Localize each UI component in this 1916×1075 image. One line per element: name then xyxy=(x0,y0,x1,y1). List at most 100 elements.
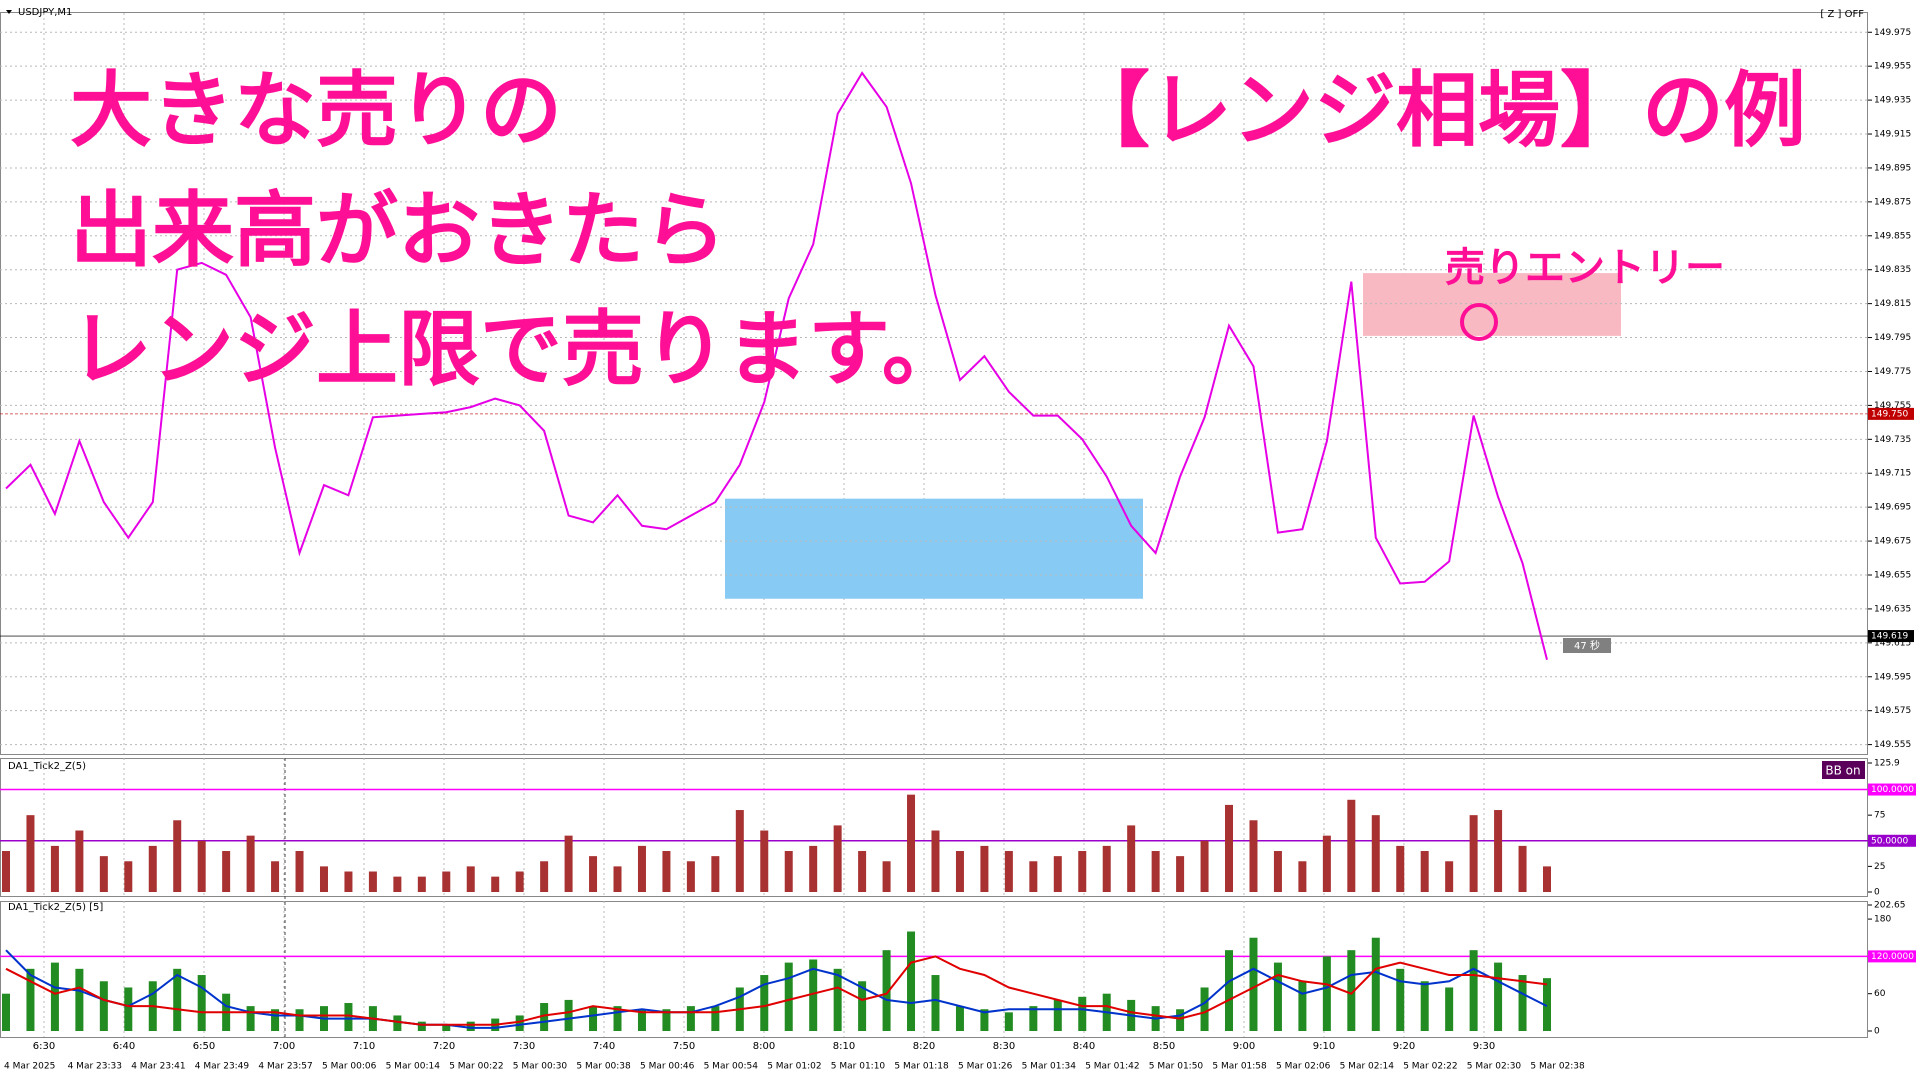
date-label: 5 Mar 00:54 xyxy=(704,1062,759,1072)
volume-bar xyxy=(784,851,793,892)
volume-bar xyxy=(246,1006,255,1031)
volume-bar xyxy=(197,840,206,892)
volume-bar xyxy=(564,835,573,892)
volume-bar xyxy=(907,931,916,1031)
volume-bar xyxy=(1322,835,1331,892)
volume-bar xyxy=(760,975,769,1031)
time-label: 8:40 xyxy=(1073,1041,1095,1052)
volume-bar xyxy=(26,815,35,892)
volume-bar xyxy=(1445,861,1454,892)
badge[interactable]: BB on xyxy=(1825,764,1860,778)
volume-bar xyxy=(1200,987,1209,1031)
sub-title-2: DA1_Tick2_Z(5) [5] xyxy=(8,902,103,913)
volume-bar xyxy=(1225,950,1234,1031)
volume-bar xyxy=(613,866,622,892)
price-label-bg xyxy=(1868,407,1914,420)
volume-bar xyxy=(1420,981,1429,1031)
level-label-bg xyxy=(1868,834,1916,847)
time-label: 8:00 xyxy=(753,1041,775,1052)
volume-bar xyxy=(833,825,842,892)
volume-bar xyxy=(735,810,744,892)
y-tick-label: 149.695 xyxy=(1874,503,1911,513)
volume-bar xyxy=(2,993,10,1031)
countdown-bg xyxy=(1563,638,1611,653)
volume-bar xyxy=(1518,845,1527,892)
y-tick-label: 149.915 xyxy=(1874,130,1911,140)
countdown: 47 秒 xyxy=(1574,639,1600,652)
volume-bar xyxy=(295,1009,304,1031)
date-label: 5 Mar 00:38 xyxy=(576,1062,631,1072)
date-label: 5 Mar 02:06 xyxy=(1276,1062,1331,1072)
date-label: 4 Mar 2025 xyxy=(4,1062,55,1072)
sub-frame-1 xyxy=(0,758,1868,897)
volume-bar xyxy=(540,1003,549,1031)
volume-bar xyxy=(907,794,916,892)
badge-bg[interactable] xyxy=(1822,761,1865,779)
menu-arrow[interactable] xyxy=(6,10,12,14)
y-tick-label: 149.615 xyxy=(1874,638,1911,648)
volume-bar xyxy=(75,968,84,1031)
volume-bar xyxy=(1127,825,1136,892)
volume-bar xyxy=(1053,856,1062,892)
volume-bar xyxy=(809,959,818,1031)
volume-bar xyxy=(1249,820,1258,892)
date-label: 4 Mar 23:41 xyxy=(131,1062,185,1072)
date-label: 5 Mar 01:10 xyxy=(831,1062,886,1072)
y-tick-label: 149.555 xyxy=(1874,740,1911,750)
volume-bar xyxy=(1543,978,1551,1031)
time-label: 8:10 xyxy=(833,1041,855,1052)
volume-bar xyxy=(466,1021,475,1031)
time-label: 7:20 xyxy=(433,1041,455,1052)
volume-bar xyxy=(1273,851,1282,892)
volume-bar xyxy=(1176,1009,1185,1031)
volume-bar xyxy=(760,830,769,892)
y-tick-label: 149.935 xyxy=(1874,96,1911,106)
y-tick-label: 202.65 xyxy=(1874,901,1906,911)
volume-bar xyxy=(637,845,646,892)
y-tick-label: 149.655 xyxy=(1874,571,1911,581)
volume-bar xyxy=(858,981,867,1031)
volume-bar xyxy=(148,845,157,892)
time-label: 9:00 xyxy=(1233,1041,1255,1052)
volume-bar xyxy=(491,876,500,892)
volume-bar xyxy=(319,866,328,892)
volume-bar xyxy=(955,851,964,892)
volume-bar xyxy=(173,820,182,892)
volume-bar xyxy=(1029,861,1038,892)
volume-bar xyxy=(980,845,989,892)
date-label: 5 Mar 00:30 xyxy=(513,1062,568,1072)
volume-bar xyxy=(931,830,940,892)
y-tick-label: 60 xyxy=(1874,989,1886,999)
volume-bar xyxy=(1225,804,1234,892)
time-label: 8:20 xyxy=(913,1041,935,1052)
volume-bar xyxy=(515,1015,524,1031)
level-label: 120.0000 xyxy=(1871,952,1914,962)
y-tick-label: 149.675 xyxy=(1874,537,1911,547)
y-tick-label: 149.855 xyxy=(1874,231,1911,241)
volume-bar xyxy=(1176,856,1185,892)
date-label: 5 Mar 01:02 xyxy=(767,1062,821,1072)
time-label: 7:30 xyxy=(513,1041,535,1052)
volume-bar xyxy=(686,1006,695,1031)
volume-bar xyxy=(1494,810,1503,892)
volume-bar xyxy=(980,1009,989,1031)
volume-bar xyxy=(637,1009,646,1031)
volume-bar xyxy=(1543,866,1551,892)
line-series xyxy=(5,955,1548,1026)
status[interactable]: [ Z ] OFF xyxy=(1820,9,1864,20)
volume-bar xyxy=(246,835,255,892)
y-tick-label: 149.835 xyxy=(1874,265,1911,275)
volume-bar xyxy=(222,851,231,892)
y-tick-label: 149.875 xyxy=(1874,197,1911,207)
time-label: 7:50 xyxy=(673,1041,695,1052)
y-tick-label: 149.575 xyxy=(1874,706,1911,716)
date-label: 5 Mar 00:06 xyxy=(322,1062,377,1072)
level-label: 50.0000 xyxy=(1871,836,1908,846)
volume-bar xyxy=(50,845,59,892)
y-tick-label: 149.775 xyxy=(1874,367,1911,377)
sub-title-1: DA1_Tick2_Z(5) xyxy=(8,761,86,772)
volume-bar xyxy=(662,851,671,892)
annotation: レンジ上限で売ります。 xyxy=(70,302,964,397)
y-tick-label: 75 xyxy=(1874,811,1885,821)
volume-bar xyxy=(1249,937,1258,1031)
